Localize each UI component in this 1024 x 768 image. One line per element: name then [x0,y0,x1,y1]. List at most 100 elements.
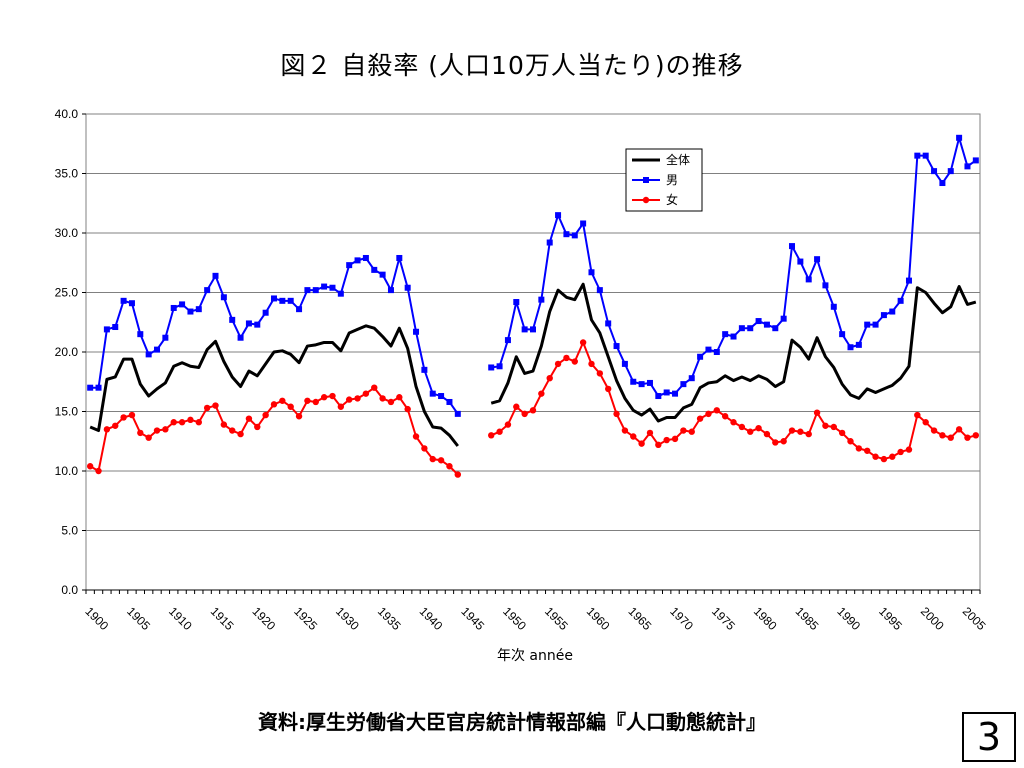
data-point-female [813,409,821,416]
data-point-male [947,168,954,175]
x-tick-label: 1920 [250,604,279,633]
data-point-male [605,320,612,327]
data-point-male [237,334,244,341]
data-point-female [437,457,445,464]
data-point-male [421,366,428,373]
data-point-male [454,410,461,417]
data-point-female [880,455,888,463]
data-point-female [964,434,971,441]
data-point-female [86,463,94,470]
data-point-female [203,404,211,412]
data-point-female [387,398,395,406]
data-point-female [270,401,278,408]
data-point-female [588,360,595,368]
y-tick-label: 10.0 [55,464,79,478]
data-point-female [254,423,261,431]
data-point-female [229,427,236,434]
data-point-male [296,306,303,313]
data-point-male [630,378,637,385]
data-point-female [738,423,746,431]
data-point-male [839,331,846,338]
data-point-male [546,239,553,246]
legend-label-male: 男 [666,173,678,187]
x-tick-label: 1915 [208,604,237,633]
x-tick-label: 1950 [500,604,529,633]
data-point-male [914,152,921,159]
y-tick-label: 15.0 [55,405,79,419]
data-point-female [797,428,804,435]
data-point-female [646,429,654,437]
x-tick-label: 1905 [124,604,153,633]
data-point-male [722,331,729,338]
x-tick-label: 1970 [667,604,696,633]
data-point-female [212,402,219,409]
data-point-male [880,312,887,319]
data-point-female [513,403,520,410]
data-point-male [371,266,378,273]
data-point-female [529,407,537,414]
legend-marker-male [643,177,649,183]
data-point-female [721,413,729,420]
data-point-male [563,231,570,238]
data-point-male [387,287,394,294]
data-point-male [120,297,127,304]
data-point-male [87,384,94,391]
data-point-male [889,308,896,315]
data-point-female [329,392,336,400]
data-point-male [621,360,628,367]
data-point-male [438,393,445,400]
data-point-male [638,381,645,388]
data-point-female [521,410,528,418]
data-point-female [955,426,963,433]
data-point-female [295,413,303,420]
data-point-female [162,426,169,433]
slide-title: 図２ 自殺率 (人口10万人当たり)の推移 [280,51,744,80]
data-point-male [195,306,202,313]
data-point-male [822,282,829,289]
source-note: 資料:厚生労働省大臣官房統計情報部編『人口動態統計』 [258,710,766,734]
data-point-female [939,432,946,439]
data-point-female [112,422,119,429]
data-point-male [170,304,177,311]
data-point-female [638,440,645,447]
data-point-female [630,433,637,440]
data-point-female [145,434,152,441]
data-point-male [780,315,787,322]
data-point-female [120,414,127,421]
data-point-male [254,321,261,328]
data-point-male [772,325,779,332]
data-point-female [137,429,144,437]
x-tick-label: 1925 [291,604,320,633]
data-point-male [688,375,695,382]
data-point-male [312,287,319,294]
data-point-male [814,256,821,263]
data-point-male [112,324,119,331]
data-point-female [864,447,871,454]
data-point-female [396,394,403,401]
x-axis-title: 年次 année [497,648,573,664]
data-point-male [488,364,495,371]
data-point-female [429,455,436,463]
data-point-female [554,360,562,368]
data-point-male [521,326,528,333]
y-tick-label: 0.0 [61,583,78,597]
data-point-male [379,271,386,278]
data-point-female [747,428,754,435]
data-point-male [580,220,587,227]
data-point-male [446,398,453,405]
data-point-male [697,353,704,360]
x-axis: 1900 1905 1910 1915 1920 1925 1930 1935 1940 1945… [82,589,989,633]
data-point-female [178,419,186,426]
data-point-male [513,299,520,306]
data-point-female [312,398,319,406]
data-point-female [563,354,570,362]
data-point-female [571,358,578,365]
x-tick-label: 1940 [417,604,446,633]
data-point-male [747,325,754,332]
data-point-male [705,346,712,353]
data-point-female [621,427,629,434]
data-point-female [655,441,662,449]
data-point-male [789,243,796,250]
data-point-male [830,303,837,310]
